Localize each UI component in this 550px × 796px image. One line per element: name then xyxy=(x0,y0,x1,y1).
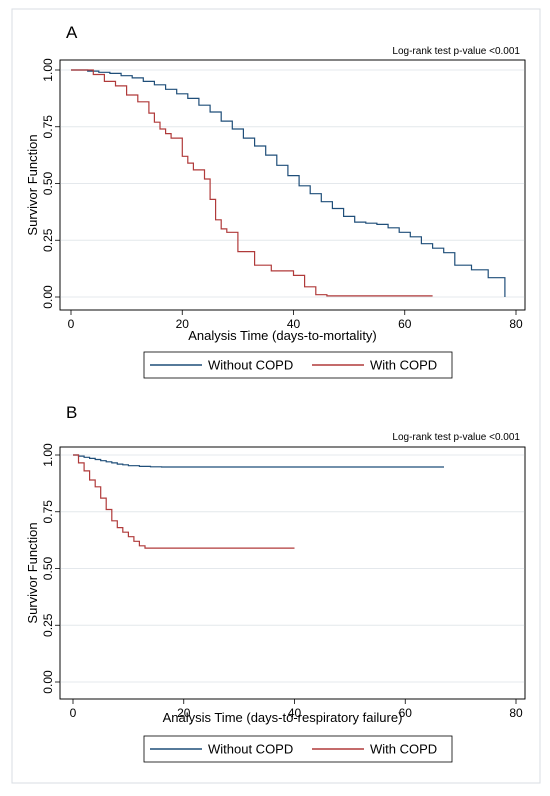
plot-area xyxy=(59,446,526,700)
y-tick-label: 0.25 xyxy=(41,228,55,252)
y-axis-label: Survivor Function xyxy=(25,134,40,235)
x-tick-label: 20 xyxy=(177,706,191,720)
series-line-with-copd xyxy=(71,69,433,297)
y-tick-label: 0.50 xyxy=(41,556,55,580)
y-tick-label: 1.00 xyxy=(41,443,55,467)
plot-border xyxy=(59,446,526,700)
x-tick-label: 80 xyxy=(509,706,523,720)
x-axis-label: Analysis Time (days-to-mortality) xyxy=(188,328,377,343)
panel-label: B xyxy=(66,403,77,422)
legend-entry: With COPD xyxy=(370,358,437,373)
y-tick-label: 0.00 xyxy=(41,285,55,309)
plot-area xyxy=(59,59,526,311)
panel-label: A xyxy=(66,23,78,42)
legend: Without COPD With COPD xyxy=(143,351,453,379)
x-tick-label: 0 xyxy=(70,706,77,720)
logrank-annotation: Log-rank test p-value <0.001 xyxy=(392,432,520,443)
legend-box xyxy=(143,735,453,763)
chart-panel-b: B Log-rank test p-value <0.001 0.00 0.25 0.5… xyxy=(25,403,526,763)
y-tick-label: 0.50 xyxy=(41,171,55,195)
y-tick-label: 0.75 xyxy=(41,500,55,524)
x-tick-label: 60 xyxy=(399,706,413,720)
legend: Without COPD With COPD xyxy=(143,735,453,763)
series-line-without-copd xyxy=(71,69,506,297)
x-tick-label: 60 xyxy=(398,317,412,331)
y-tick-label: 1.00 xyxy=(41,58,55,82)
logrank-annotation: Log-rank test p-value <0.001 xyxy=(392,46,520,57)
x-tick-label: 20 xyxy=(176,317,190,331)
x-tick-label: 40 xyxy=(287,317,301,331)
y-tick-label: 0.25 xyxy=(41,613,55,637)
legend-entry: With COPD xyxy=(370,742,437,757)
series-line-without-copd xyxy=(73,454,444,468)
x-tick-label: 40 xyxy=(288,706,302,720)
x-tick-label: 0 xyxy=(68,317,75,331)
y-tick-label: 0.75 xyxy=(41,115,55,139)
legend-entry: Without COPD xyxy=(208,358,293,373)
y-axis-label: Survivor Function xyxy=(25,522,40,623)
legend-entry: Without COPD xyxy=(208,742,293,757)
series-line-with-copd xyxy=(73,454,295,549)
x-tick-label: 80 xyxy=(509,317,523,331)
y-tick-label: 0.00 xyxy=(41,670,55,694)
plot-border xyxy=(59,59,526,311)
chart-panel-a: A Log-rank test p-value <0.001 0.00 0.25 0.5… xyxy=(25,23,526,379)
x-axis-label: Analysis Time (days-to-respiratory failu… xyxy=(163,710,403,725)
